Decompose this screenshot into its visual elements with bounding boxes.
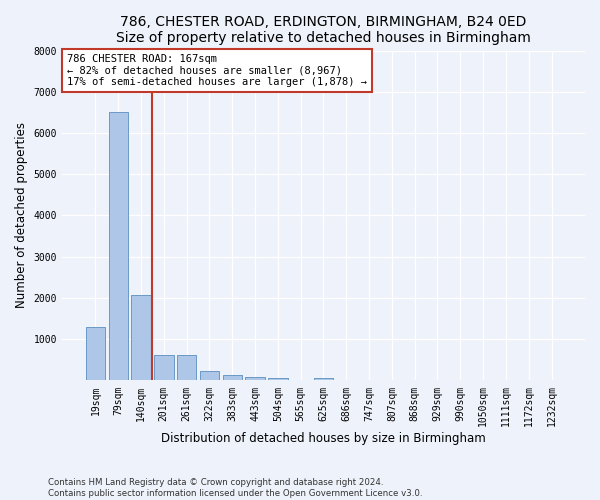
Bar (200, 370, 219, 380)
Title: 786, CHESTER ROAD, ERDINGTON, BIRMINGHAM, B24 0ED
Size of property relative to d: 786, CHESTER ROAD, ERDINGTON, BIRMINGHAM… (116, 15, 531, 45)
Bar (86, 327, 105, 380)
Bar (131, 294, 151, 380)
Y-axis label: Number of detached properties: Number of detached properties (15, 122, 28, 308)
Bar (109, 112, 128, 380)
X-axis label: Distribution of detached houses by size in Birmingham: Distribution of detached houses by size … (161, 432, 486, 445)
Bar (177, 355, 196, 380)
Bar (223, 374, 242, 380)
Bar (245, 376, 265, 380)
Bar (268, 378, 287, 380)
Text: 786 CHESTER ROAD: 167sqm
← 82% of detached houses are smaller (8,967)
17% of sem: 786 CHESTER ROAD: 167sqm ← 82% of detach… (67, 54, 367, 87)
Text: Contains HM Land Registry data © Crown copyright and database right 2024.
Contai: Contains HM Land Registry data © Crown c… (48, 478, 422, 498)
Bar (314, 378, 333, 380)
Bar (154, 355, 173, 380)
